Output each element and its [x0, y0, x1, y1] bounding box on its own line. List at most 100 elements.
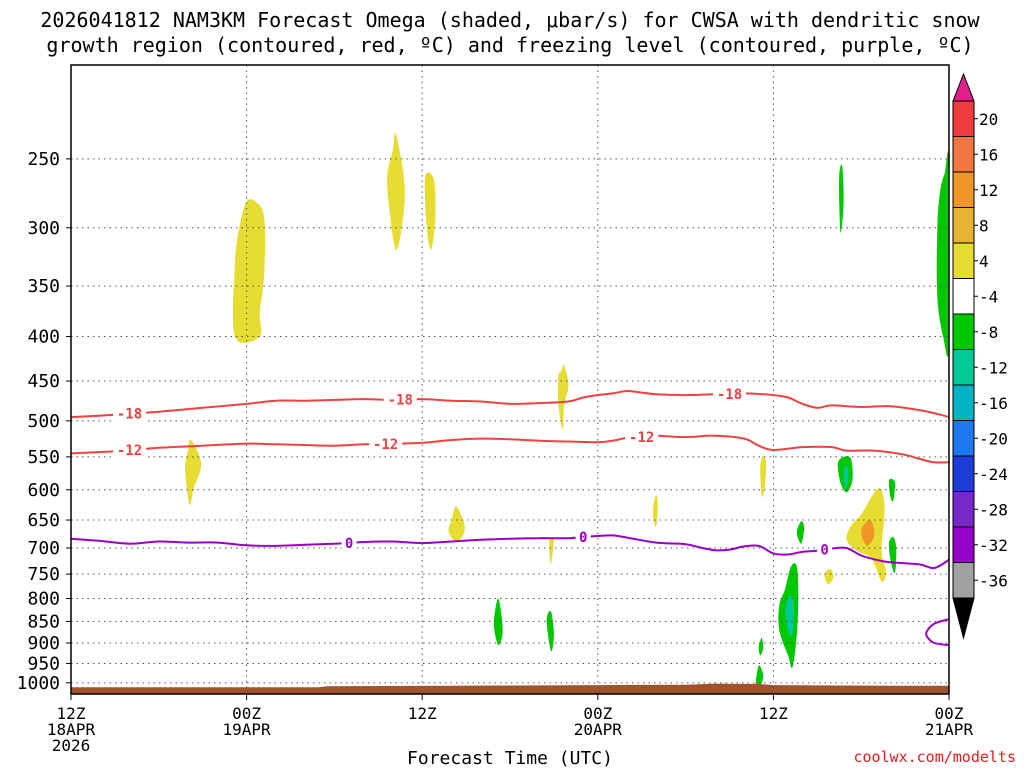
time-tick-label: 20APR [574, 720, 623, 739]
colorbar-segment [952, 455, 975, 492]
omega-region [760, 455, 767, 498]
omega-region [796, 521, 805, 544]
omega-region [936, 150, 950, 357]
colorbar-label: 12 [979, 181, 998, 200]
colorbar-label: -32 [979, 536, 1008, 555]
isotherm-line [70, 534, 950, 570]
pressure-tick-label: 550 [27, 447, 60, 468]
time-tick-label: 00Z [583, 704, 612, 723]
isotherm-label-bg [341, 534, 357, 551]
pressure-tick-label: 600 [27, 480, 60, 501]
colorbar-segment [952, 242, 975, 279]
omega-region [185, 439, 202, 506]
plot-area: -18 -18 -18 -12 -12 -12 0 0 0 [70, 64, 950, 695]
isotherm-label-bg [575, 529, 591, 546]
colorbar-segment [952, 278, 975, 315]
colorbar-segment [952, 100, 975, 137]
x-axis-label: Forecast Time (UTC) [407, 748, 613, 768]
omega-region [758, 637, 764, 656]
isotherm-contours: -18 -18 -18 -12 -12 -12 0 0 0 [70, 385, 950, 647]
isotherm-label-bg [817, 541, 833, 558]
colorbar-label: 20 [979, 110, 998, 129]
colorbar-segment [952, 136, 975, 173]
omega-region [387, 132, 405, 251]
time-tick-label: 12Z [57, 704, 86, 723]
pressure-tick-label: 650 [27, 510, 60, 531]
colorbar-label: 4 [979, 252, 989, 271]
colorbar-top-triangle [952, 72, 975, 102]
colorbar-label: -12 [979, 358, 1008, 377]
terrain-fill [71, 683, 949, 694]
plot-background [71, 65, 949, 694]
omega-region [888, 536, 897, 574]
pressure-tick-label: 450 [27, 371, 60, 392]
colorbar-label: -28 [979, 500, 1008, 519]
colorbar-label: -36 [979, 571, 1008, 590]
isotherm-line [70, 389, 950, 419]
time-tick-label: 00Z [232, 704, 261, 723]
pressure-tick-label: 800 [27, 588, 60, 609]
time-tick-label: 12Z [408, 704, 437, 723]
colorbar-label: -24 [979, 465, 1008, 484]
colorbar-segment [952, 420, 975, 457]
pressure-tick-label: 1000 [17, 673, 60, 694]
omega-region [838, 164, 844, 233]
isotherm-label-bg [113, 405, 147, 422]
colorbar-segment [952, 349, 975, 386]
omega-region [232, 199, 266, 343]
credit-text: coolwx.com/modelts [853, 748, 1016, 766]
isotherm-label: -18 [388, 393, 413, 409]
omega-region [755, 665, 764, 688]
isotherm-label-bg [113, 442, 147, 459]
time-tick-label: 19APR [223, 720, 272, 739]
isotherm-line [925, 618, 950, 647]
omega-region [493, 598, 503, 646]
plot-frame [70, 64, 950, 695]
time-tick-label: 21APR [925, 720, 974, 739]
grid [71, 65, 949, 694]
pressure-tick-label: 700 [27, 538, 60, 559]
isotherm-label-bg [383, 391, 417, 408]
isotherm-label: -12 [117, 443, 142, 459]
pressure-tick-label: 250 [27, 149, 60, 170]
terrain [71, 683, 949, 694]
isotherm-label-bg [369, 435, 403, 452]
colorbar-label: -4 [979, 287, 998, 306]
pressure-tick-label: 300 [27, 218, 60, 239]
colorbar-segment [952, 384, 975, 421]
isotherm-label: 0 [579, 530, 587, 546]
omega-region [861, 519, 875, 546]
pressure-tick-label: 900 [27, 633, 60, 654]
colorbar-label: 16 [979, 145, 998, 164]
isotherm-label: -12 [373, 437, 398, 453]
omega-region [549, 537, 554, 565]
omega-region [424, 172, 436, 250]
colorbar-label: -20 [979, 429, 1008, 448]
pressure-axis: 2503003504004505005506006507007508008509… [17, 149, 71, 694]
isotherm-label: 0 [820, 543, 828, 559]
pressure-tick-label: 350 [27, 276, 60, 297]
omega-region [546, 610, 554, 652]
colorbar-label: 8 [979, 216, 989, 235]
colorbar-segment [952, 207, 975, 244]
pressure-tick-label: 750 [27, 564, 60, 585]
omega-region [653, 494, 658, 527]
isotherm-label: 0 [345, 536, 353, 552]
colorbar-label: -8 [979, 323, 998, 342]
pressure-tick-label: 400 [27, 327, 60, 348]
colorbar-segment [952, 171, 975, 208]
pressure-tick-label: 850 [27, 611, 60, 632]
omega-region [824, 568, 834, 585]
omega-region [448, 506, 465, 541]
colorbar-segment [952, 526, 975, 563]
pressure-tick-label: 950 [27, 653, 60, 674]
isotherm-label: -12 [629, 430, 654, 446]
colorbar-segment [952, 491, 975, 528]
chart-title-line1: 2026041812 NAM3KM Forecast Omega (shaded… [40, 8, 980, 32]
isotherm-line [70, 434, 950, 464]
pressure-tick-label: 500 [27, 411, 60, 432]
chart-title-line2: growth region (contoured, red, ºC) and f… [46, 33, 973, 57]
colorbar-bottom-triangle [952, 597, 975, 640]
